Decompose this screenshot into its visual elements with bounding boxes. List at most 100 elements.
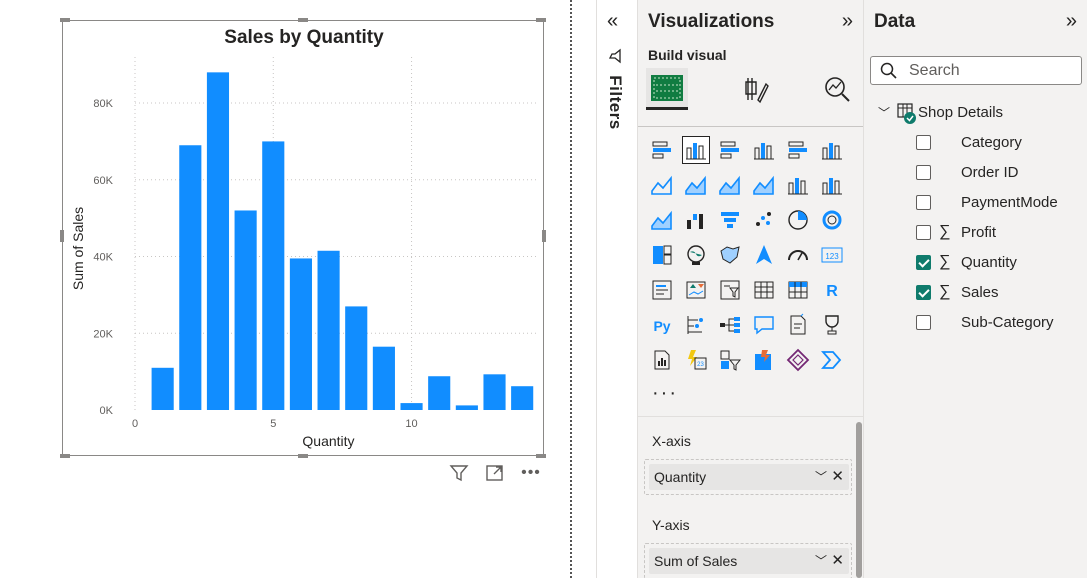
clustered-column-chart-icon[interactable] [682, 136, 710, 164]
bar[interactable] [455, 405, 478, 410]
bar-chart-visual[interactable]: Sales by Quantity 0K 20K 40K 60K 80K 0 5 10 Quant… [62, 20, 544, 456]
field-checkbox[interactable] [916, 314, 931, 330]
slicer-icon[interactable] [716, 276, 744, 304]
x-axis-well[interactable]: Quantity ﹀ ✕ [644, 459, 852, 495]
table-icon[interactable] [750, 276, 778, 304]
format-visual-tab-icon[interactable] [734, 68, 776, 110]
chevron-down-icon[interactable]: ﹀ [878, 105, 891, 120]
chevron-down-icon[interactable]: ﹀ [814, 554, 827, 568]
field-checkbox[interactable] [916, 164, 931, 180]
funnel-chart-icon[interactable] [716, 206, 744, 234]
line-stacked-column-chart-icon[interactable] [818, 171, 846, 199]
double-chevron-left-icon[interactable]: « [607, 10, 619, 32]
scatter-chart-icon[interactable] [750, 206, 778, 234]
line-clustered-column-chart-icon[interactable] [784, 171, 812, 199]
treemap-icon[interactable] [648, 241, 676, 269]
bar[interactable] [234, 210, 257, 410]
resize-handle[interactable] [60, 18, 70, 22]
area-chart-icon[interactable] [682, 171, 710, 199]
analytics-tab-icon[interactable] [816, 68, 858, 110]
filter-icon[interactable] [448, 462, 470, 484]
r-visual-icon[interactable]: R [818, 276, 846, 304]
waterfall-chart-icon[interactable] [682, 206, 710, 234]
kpi-icon[interactable] [682, 276, 710, 304]
close-icon[interactable]: ✕ [831, 468, 844, 485]
table-shop-details[interactable]: ﹀ Shop Details [878, 101, 1003, 124]
resize-handle[interactable] [298, 454, 308, 458]
clustered-bar-chart-icon[interactable] [716, 136, 744, 164]
field-checkbox[interactable] [916, 284, 931, 300]
bar[interactable] [289, 258, 312, 410]
resize-handle[interactable] [536, 18, 546, 22]
field-item[interactable]: ∑ Quantity [916, 251, 1017, 273]
field-item[interactable]: ∑ Profit [916, 221, 996, 243]
ribbon-chart-icon[interactable] [648, 206, 676, 234]
bar[interactable] [317, 250, 340, 410]
python-visual-icon[interactable]: Py [648, 311, 676, 339]
donut-chart-icon[interactable] [818, 206, 846, 234]
field-checkbox[interactable] [916, 194, 931, 210]
field-item[interactable]: Order ID [916, 161, 1019, 183]
stacked-area-chart-icon[interactable] [716, 171, 744, 199]
close-icon[interactable]: ✕ [831, 552, 844, 569]
decomposition-tree-icon[interactable] [716, 311, 744, 339]
field-item[interactable]: PaymentMode [916, 191, 1058, 213]
bar[interactable] [151, 367, 174, 410]
bar[interactable] [400, 403, 423, 410]
paginated-report-icon[interactable] [648, 346, 676, 374]
resize-handle[interactable] [542, 230, 546, 242]
metrics-icon[interactable] [818, 311, 846, 339]
field-item[interactable]: Sub-Category [916, 311, 1054, 333]
map-icon[interactable] [682, 241, 710, 269]
100-stacked-column-chart-icon[interactable] [818, 136, 846, 164]
more-visuals-button[interactable]: ··· [652, 382, 678, 404]
line-chart-icon[interactable] [648, 171, 676, 199]
100-stacked-area-chart-icon[interactable] [750, 171, 778, 199]
more-options-icon[interactable]: ••• [521, 464, 541, 481]
bar[interactable] [428, 376, 451, 410]
bar[interactable] [179, 145, 202, 410]
stacked-column-chart-icon[interactable] [750, 136, 778, 164]
y-axis-field-pill[interactable]: Sum of Sales ﹀ ✕ [649, 548, 849, 574]
bar[interactable] [262, 141, 285, 411]
build-visual-tab[interactable] [646, 68, 688, 110]
resize-handle[interactable] [298, 18, 308, 22]
pie-chart-icon[interactable] [784, 206, 812, 234]
matrix-icon[interactable] [784, 276, 812, 304]
power-automate-icon[interactable] [716, 346, 744, 374]
stacked-bar-chart-icon[interactable] [648, 136, 676, 164]
search-input[interactable] [909, 60, 1069, 82]
bar[interactable] [345, 306, 368, 410]
filled-map-icon[interactable] [716, 241, 744, 269]
resize-handle[interactable] [60, 230, 64, 242]
bar[interactable] [511, 386, 534, 410]
resize-handle[interactable] [536, 454, 546, 458]
multi-row-card-icon[interactable] [648, 276, 676, 304]
bar[interactable] [483, 374, 506, 410]
gauge-icon[interactable] [784, 241, 812, 269]
field-checkbox[interactable] [916, 254, 931, 270]
x-axis-field-pill[interactable]: Quantity ﹀ ✕ [649, 464, 849, 490]
field-item[interactable]: ∑ Sales [916, 281, 999, 303]
power-apps-icon[interactable]: 23 [682, 346, 710, 374]
resize-handle[interactable] [60, 454, 70, 458]
bar[interactable] [206, 72, 230, 410]
arcgis-map-icon[interactable] [750, 346, 778, 374]
filters-pane-collapsed[interactable]: « Filters [596, 0, 636, 578]
field-item[interactable]: Category [916, 131, 1022, 153]
100-stacked-bar-chart-icon[interactable] [784, 136, 812, 164]
double-chevron-right-icon[interactable]: » [1065, 10, 1077, 32]
field-checkbox[interactable] [916, 134, 931, 150]
key-influencers-icon[interactable] [682, 311, 710, 339]
smart-narrative-icon[interactable] [784, 311, 812, 339]
card-icon[interactable]: 123 [818, 241, 846, 269]
field-checkbox[interactable] [916, 224, 931, 240]
bar[interactable] [372, 346, 395, 410]
search-box[interactable] [870, 56, 1082, 85]
azure-map-icon[interactable] [750, 241, 778, 269]
chevron-down-icon[interactable]: ﹀ [814, 470, 827, 484]
scrollbar[interactable] [856, 422, 862, 578]
custom-visual-diamond-icon[interactable] [784, 346, 812, 374]
focus-mode-icon[interactable] [484, 462, 506, 484]
custom-visual-chevron-icon[interactable] [818, 346, 846, 374]
